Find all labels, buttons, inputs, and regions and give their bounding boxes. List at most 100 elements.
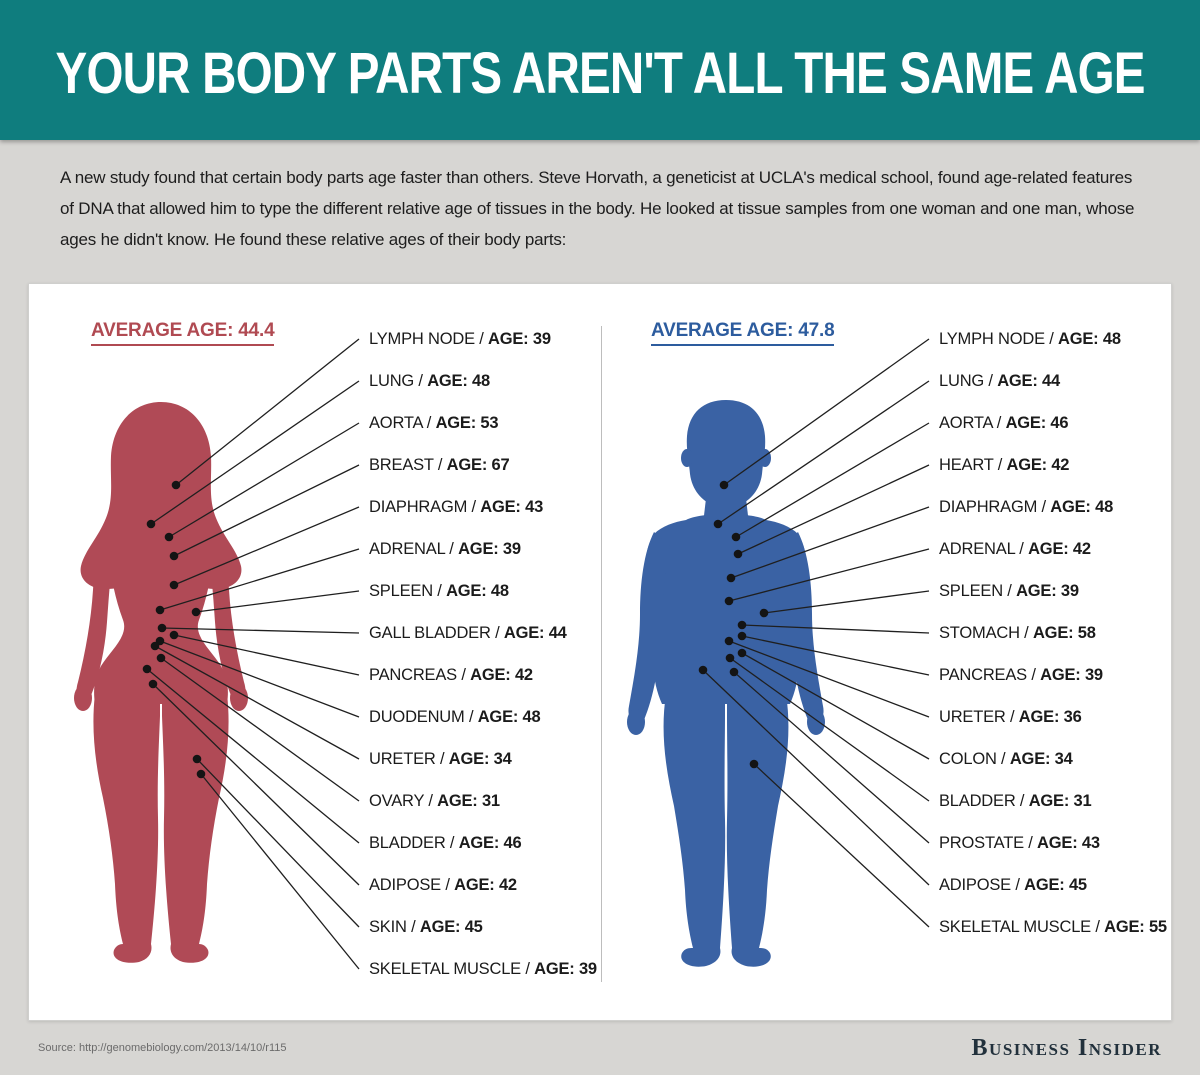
callout-line — [763, 590, 930, 614]
organ-label-row: AORTA / AGE: 46 — [939, 413, 1069, 433]
organ-label-row: COLON / AGE: 34 — [939, 749, 1073, 769]
callout-line — [723, 338, 930, 486]
organ-dot — [725, 653, 735, 663]
callout-line — [728, 640, 930, 718]
organ-name: SKIN / — [369, 918, 420, 936]
organ-age: AGE: 58 — [1032, 624, 1096, 642]
organ-dot — [169, 551, 179, 561]
organ-label-row: BLADDER / AGE: 31 — [939, 791, 1092, 811]
organ-age: AGE: 39 — [458, 540, 521, 558]
organ-name: BLADDER / — [369, 834, 459, 852]
organ-name: SPLEEN / — [369, 582, 447, 600]
organ-age: AGE: 42 — [454, 876, 517, 894]
organ-age: AGE: 53 — [435, 414, 499, 432]
organ-label-row: ADIPOSE / AGE: 45 — [939, 875, 1087, 895]
callout-line — [730, 506, 930, 579]
organ-name: ADRENAL / — [939, 540, 1029, 558]
organ-age: AGE: 39 — [534, 960, 597, 978]
organ-name: ADIPOSE / — [369, 876, 455, 894]
source-text: Source: http://genomebiology.com/2013/14… — [38, 1042, 287, 1054]
organ-label-row: SKIN / AGE: 45 — [369, 917, 483, 937]
callout-line — [200, 773, 360, 970]
organ-label-row: PANCREAS / AGE: 39 — [939, 665, 1103, 685]
organ-dot — [171, 480, 181, 490]
organ-name: LUNG / — [369, 372, 428, 390]
organ-name: AORTA / — [369, 414, 436, 432]
organ-age: AGE: 34 — [1009, 750, 1073, 768]
callout-line — [173, 506, 360, 586]
male-average-age: AVERAGE AGE: 47.8 — [651, 320, 835, 346]
organ-label-row: AORTA / AGE: 53 — [369, 413, 499, 433]
organ-label-row: BREAST / AGE: 67 — [369, 455, 510, 475]
organ-dot — [191, 607, 201, 617]
female-callout-lines — [142, 338, 360, 970]
organ-dot — [146, 519, 156, 529]
organ-age: AGE: 36 — [1018, 708, 1082, 726]
organ-label-row: URETER / AGE: 36 — [939, 707, 1082, 727]
organ-age: AGE: 45 — [1024, 876, 1087, 894]
callout-line — [160, 657, 360, 802]
body-age-card: AVERAGE AGE: 44.4 AVERAGE AGE: 47.8 LYMP… — [28, 283, 1172, 1021]
organ-dot — [169, 580, 179, 590]
organ-name: PROSTATE / — [939, 834, 1038, 852]
organ-name: STOMACH / — [939, 624, 1033, 642]
organ-label-row: ADRENAL / AGE: 39 — [369, 539, 521, 559]
organ-label-row: SPLEEN / AGE: 48 — [369, 581, 509, 601]
organ-label-row: PANCREAS / AGE: 42 — [369, 665, 533, 685]
organ-dot — [164, 532, 174, 542]
organ-dot — [749, 759, 759, 769]
organ-dot — [142, 664, 152, 674]
organ-age: AGE: 45 — [419, 918, 483, 936]
organ-age: AGE: 31 — [437, 792, 500, 810]
organ-dot — [156, 653, 166, 663]
callout-line — [195, 590, 360, 613]
organ-age: AGE: 48 — [427, 372, 490, 390]
organ-age: AGE: 46 — [1005, 414, 1069, 432]
organ-label-row: SKELETAL MUSCLE / AGE: 39 — [369, 959, 597, 979]
callout-line — [146, 668, 360, 844]
organ-dot — [733, 549, 743, 559]
organ-age: AGE: 42 — [1006, 456, 1070, 474]
organ-name: HEART / — [939, 456, 1007, 474]
organ-label-row: PROSTATE / AGE: 43 — [939, 833, 1100, 853]
organ-dot — [759, 608, 769, 618]
organ-name: LYMPH NODE / — [939, 330, 1059, 348]
organ-dot — [698, 665, 708, 675]
organ-age: AGE: 31 — [1028, 792, 1092, 810]
callout-line — [729, 657, 930, 802]
organ-dot — [169, 630, 179, 640]
organ-label-row: ADIPOSE / AGE: 42 — [369, 875, 517, 895]
body-diagram-svg — [74, 338, 930, 970]
callout-line — [753, 763, 930, 928]
callout-line — [152, 683, 360, 886]
callout-line — [702, 669, 930, 886]
organ-name: SPLEEN / — [939, 582, 1017, 600]
callout-line — [717, 380, 930, 525]
organ-age: AGE: 55 — [1104, 918, 1167, 936]
organ-label-row: SKELETAL MUSCLE / AGE: 55 — [939, 917, 1167, 937]
header-banner: YOUR BODY PARTS AREN'T ALL THE SAME AGE — [0, 0, 1200, 140]
organ-name: BLADDER / — [939, 792, 1029, 810]
organ-dot — [737, 631, 747, 641]
callout-line — [168, 422, 360, 538]
callout-line — [154, 645, 360, 760]
organ-age: AGE: 67 — [446, 456, 510, 474]
organ-age: AGE: 42 — [1028, 540, 1091, 558]
panel-divider — [601, 326, 602, 982]
organ-label-row: OVARY / AGE: 31 — [369, 791, 500, 811]
page-title: YOUR BODY PARTS AREN'T ALL THE SAME AGE — [55, 40, 1145, 106]
callout-line — [741, 624, 930, 634]
organ-name: DUODENUM / — [369, 708, 478, 726]
organ-label-row: ADRENAL / AGE: 42 — [939, 539, 1091, 559]
organ-label-row: LYMPH NODE / AGE: 48 — [939, 329, 1121, 349]
organ-dot — [157, 623, 167, 633]
organ-name: ADRENAL / — [369, 540, 459, 558]
male-callout-lines — [698, 338, 930, 928]
organ-age: AGE: 43 — [480, 498, 544, 516]
organ-label-row: URETER / AGE: 34 — [369, 749, 512, 769]
organ-label-row: LUNG / AGE: 44 — [939, 371, 1060, 391]
organ-age: AGE: 48 — [1050, 498, 1114, 516]
organ-age: AGE: 39 — [1040, 666, 1103, 684]
organ-dot — [737, 620, 747, 630]
organ-age: AGE: 46 — [458, 834, 522, 852]
